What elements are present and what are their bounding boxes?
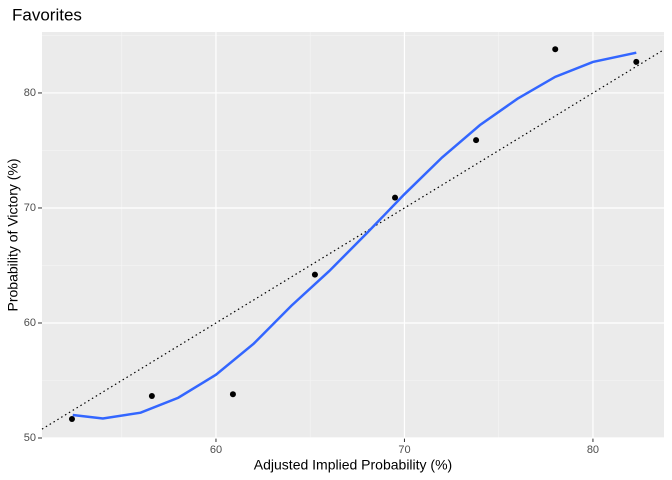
point [473,137,480,144]
panel [42,32,664,438]
point [229,391,236,398]
point [148,393,155,400]
point [392,194,399,201]
y-tick-label: 50 [24,432,36,444]
point [68,416,75,423]
chart-title: Favorites [12,5,82,24]
point [552,46,559,53]
point [311,271,318,278]
y-tick-label: 70 [24,202,36,214]
smooth-line [72,51,637,420]
x-tick-label: 60 [210,444,222,456]
x-axis-title: Adjusted Implied Probability (%) [254,457,452,473]
y-tick-label: 80 [24,87,36,99]
x-tick-label: 70 [398,444,410,456]
x-tick-label: 80 [587,444,599,456]
y-tick-label: 60 [24,317,36,329]
y-axis-title: Probability of Victory (%) [5,158,21,311]
point [633,58,640,65]
